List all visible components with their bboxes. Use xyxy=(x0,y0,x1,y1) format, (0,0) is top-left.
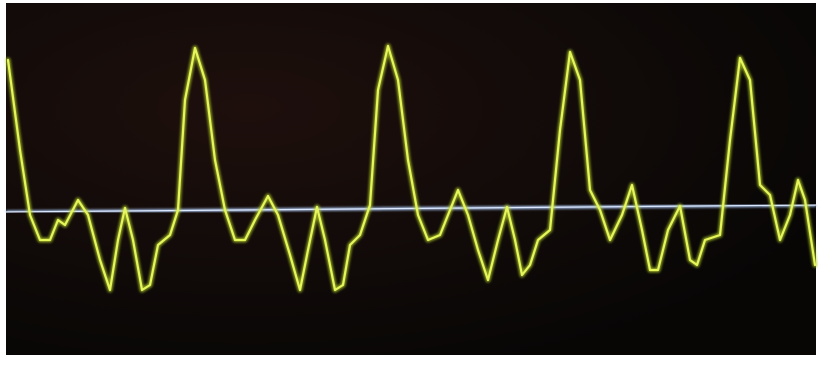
page-body xyxy=(0,0,818,385)
page: {} html, body { margin: 0; padding: 0; b… xyxy=(0,0,818,385)
scope-photo xyxy=(0,0,818,385)
